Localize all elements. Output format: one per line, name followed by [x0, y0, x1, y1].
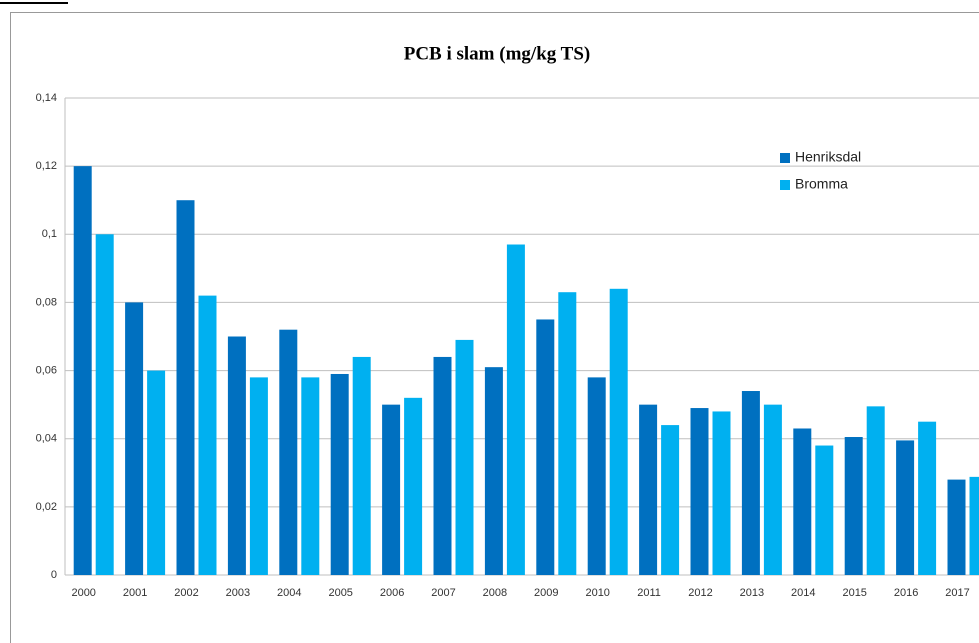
legend-swatch [780, 153, 790, 163]
chart-border [10, 12, 979, 643]
bar [815, 445, 834, 575]
bar [866, 406, 885, 575]
bar [536, 319, 555, 575]
bar [690, 408, 709, 575]
bar [661, 425, 680, 575]
bar [227, 336, 246, 575]
x-tick-label: 2011 [637, 587, 661, 599]
y-tick-label: 0,12 [36, 160, 57, 172]
bar [73, 166, 92, 575]
x-tick-label: 2012 [688, 587, 712, 599]
bar [433, 356, 452, 575]
bar [587, 377, 606, 575]
bar [125, 302, 144, 575]
x-tick-label: 2017 [945, 587, 969, 599]
bar [763, 404, 782, 575]
bar [793, 428, 812, 575]
bar [352, 356, 371, 575]
x-tick-label: 2007 [431, 587, 455, 599]
bar [147, 370, 166, 575]
bar [330, 373, 349, 575]
bar [301, 377, 320, 575]
x-tick-label: 2014 [791, 587, 815, 599]
bar [741, 391, 760, 575]
bar [506, 244, 525, 575]
y-tick-label: 0 [51, 569, 57, 581]
bar [712, 411, 731, 575]
bar [176, 200, 195, 575]
bar [558, 292, 577, 575]
bar [969, 476, 979, 575]
bar [198, 295, 217, 575]
y-tick-label: 0,04 [36, 433, 57, 445]
bar [896, 440, 915, 575]
legend-label: Henriksdal [795, 149, 861, 165]
y-tick-label: 0,1 [42, 228, 57, 240]
x-tick-label: 2000 [71, 587, 95, 599]
x-tick-label: 2008 [483, 587, 507, 599]
x-tick-label: 2016 [894, 587, 918, 599]
x-tick-label: 2010 [585, 587, 609, 599]
x-tick-label: 2006 [380, 587, 404, 599]
x-tick-label: 2001 [123, 587, 147, 599]
bar [609, 288, 628, 575]
x-tick-label: 2015 [842, 587, 866, 599]
bar [844, 437, 863, 575]
bar [249, 377, 268, 575]
x-tick-label: 2013 [740, 587, 764, 599]
x-tick-label: 2005 [328, 587, 352, 599]
chart-title: PCB i slam (mg/kg TS) [404, 43, 591, 64]
bar [455, 339, 474, 575]
x-tick-label: 2003 [226, 587, 250, 599]
bar [484, 367, 503, 575]
legend-swatch [780, 180, 790, 190]
bar [279, 329, 298, 575]
bar [404, 397, 423, 575]
x-tick-label: 2002 [174, 587, 198, 599]
x-tick-label: 2009 [534, 587, 558, 599]
bar [947, 479, 966, 575]
bar [639, 404, 658, 575]
legend-label: Bromma [795, 176, 848, 192]
y-tick-label: 0,14 [36, 92, 57, 104]
bar [918, 421, 937, 575]
y-tick-label: 0,02 [36, 501, 57, 513]
y-tick-label: 0,08 [36, 296, 57, 308]
bar [382, 404, 401, 575]
bar [95, 234, 114, 576]
y-tick-label: 0,06 [36, 364, 57, 376]
x-tick-label: 2004 [277, 587, 301, 599]
